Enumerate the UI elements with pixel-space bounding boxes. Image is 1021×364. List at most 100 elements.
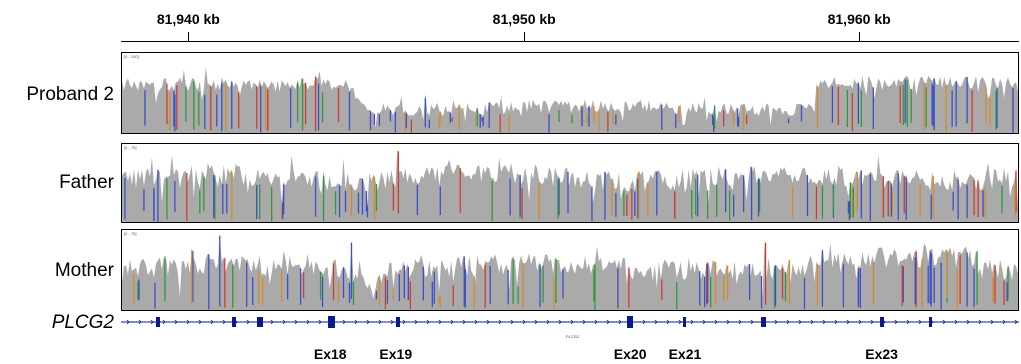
coverage-track-mother[interactable]: [0 - 75]	[121, 229, 1019, 311]
strand-chevron	[534, 319, 538, 325]
strand-chevron	[798, 319, 802, 325]
strand-chevron	[978, 319, 982, 325]
exon-block	[257, 317, 263, 327]
strand-chevron	[366, 319, 370, 325]
strand-chevron	[834, 319, 838, 325]
strand-chevron	[294, 319, 298, 325]
exon-label: Ex21	[668, 346, 702, 362]
strand-chevron	[1002, 319, 1006, 325]
strand-chevron	[966, 319, 970, 325]
strand-chevron	[678, 319, 682, 325]
gene-model	[121, 316, 1019, 328]
strand-chevron	[282, 319, 286, 325]
strand-chevron	[174, 319, 178, 325]
exon-block	[396, 317, 400, 327]
coverage-area	[122, 235, 1018, 310]
gene-track[interactable]: PLCG2	[121, 312, 1019, 339]
strand-chevron	[150, 319, 154, 325]
strand-chevron	[918, 319, 922, 325]
strand-chevron	[690, 319, 694, 325]
strand-chevron	[318, 319, 322, 325]
strand-chevron	[570, 319, 574, 325]
strand-chevron	[726, 319, 730, 325]
strand-chevron	[702, 319, 706, 325]
strand-chevron	[510, 319, 514, 325]
strand-chevron	[738, 319, 742, 325]
exon-block	[880, 317, 884, 327]
ruler-label: 81,950 kb	[492, 11, 556, 27]
strand-chevron	[858, 319, 862, 325]
strand-chevron	[246, 319, 250, 325]
strand-chevron	[558, 319, 562, 325]
strand-chevron	[618, 319, 622, 325]
strand-chevron	[222, 319, 226, 325]
strand-chevron	[438, 319, 442, 325]
strand-chevron	[822, 319, 826, 325]
strand-chevron	[342, 319, 346, 325]
exon-label: Ex23	[865, 346, 898, 362]
strand-chevron	[666, 319, 670, 325]
strand-chevron	[750, 319, 754, 325]
strand-chevron	[642, 319, 646, 325]
strand-chevron	[906, 319, 910, 325]
strand-chevron	[870, 319, 874, 325]
strand-chevron	[378, 319, 382, 325]
strand-chevron	[990, 319, 994, 325]
strand-chevron	[894, 319, 898, 325]
data-range-label: [0 - 100]	[124, 54, 139, 59]
strand-chevron	[126, 319, 130, 325]
strand-chevron	[1014, 319, 1018, 325]
genomic-ruler: 81,940 kb 81,950 kb 81,960 kb	[121, 0, 1019, 46]
ruler-label: 81,940 kb	[156, 11, 220, 27]
strand-chevron	[606, 319, 610, 325]
ruler-tick	[859, 32, 861, 41]
strand-chevron	[474, 319, 478, 325]
strand-chevron	[774, 319, 778, 325]
coverage-track-proband[interactable]: [0 - 100]	[121, 52, 1019, 134]
strand-chevron	[306, 319, 310, 325]
data-range-label: [0 - 75]	[124, 145, 137, 150]
ruler-tick	[188, 32, 190, 41]
strand-chevron	[162, 319, 166, 325]
gene-label: PLCG2	[51, 312, 114, 333]
coverage-track-father[interactable]: [0 - 75]	[121, 143, 1019, 223]
strand-chevron	[546, 319, 550, 325]
strand-chevron	[582, 319, 586, 325]
strand-chevron	[426, 319, 430, 325]
strand-chevron	[198, 319, 202, 325]
exon-block	[761, 317, 766, 327]
coverage-plot	[122, 148, 1018, 222]
strand-chevron	[714, 319, 718, 325]
strand-chevron	[270, 319, 274, 325]
strand-chevron	[354, 319, 358, 325]
track-label-mother: Mother	[54, 260, 114, 281]
strand-chevron	[186, 319, 190, 325]
strand-chevron	[450, 319, 454, 325]
exon-block	[627, 316, 633, 328]
coverage-area	[122, 66, 1018, 133]
strand-chevron	[210, 319, 214, 325]
strand-chevron	[462, 319, 466, 325]
coverage-plot	[122, 66, 1018, 133]
exon-block	[929, 317, 932, 327]
strand-chevron	[654, 319, 658, 325]
strand-chevron	[954, 319, 958, 325]
strand-chevron	[810, 319, 814, 325]
coverage-plot	[122, 235, 1018, 310]
strand-chevron	[138, 319, 142, 325]
exon-block	[232, 317, 236, 327]
strand-chevron	[402, 319, 406, 325]
strand-chevron	[846, 319, 850, 325]
strand-chevron	[414, 319, 418, 325]
exon-label: Ex19	[379, 346, 413, 362]
strand-chevron	[786, 319, 790, 325]
exon-block	[156, 317, 160, 327]
gene-name-small: PLCG2	[566, 334, 580, 339]
strand-chevron	[390, 319, 394, 325]
data-range-label: [0 - 75]	[124, 231, 137, 236]
strand-chevron	[498, 319, 502, 325]
exon-block	[683, 317, 686, 327]
track-label-proband: Proband 2	[26, 84, 114, 105]
ruler-tick	[524, 32, 526, 41]
strand-chevron	[486, 319, 490, 325]
